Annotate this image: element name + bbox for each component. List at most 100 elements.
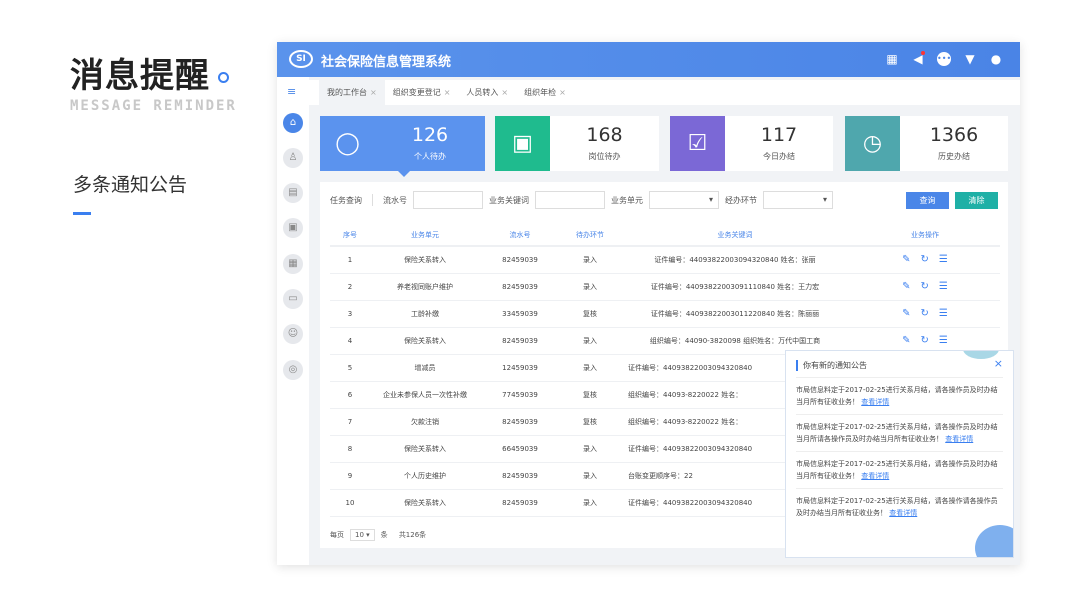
cell: 保险关系转入: [370, 246, 480, 274]
speaker-icon[interactable]: ◀: [911, 51, 925, 66]
refresh-icon[interactable]: ↻: [920, 254, 929, 266]
menu-icon[interactable]: ≡: [287, 85, 297, 98]
person-side-icon[interactable]: ☺: [283, 324, 303, 344]
org-icon[interactable]: ♙: [283, 148, 303, 168]
list-icon[interactable]: ☰: [938, 281, 948, 292]
notice-text: 市局信息料定于2017-02-25进行关系月结，请各操作请各操作员及时办结当月所…: [796, 497, 998, 517]
decoration: [975, 525, 1013, 557]
unit-select[interactable]: ▾: [649, 191, 719, 209]
step-select[interactable]: ▾: [763, 191, 833, 209]
close-icon[interactable]: ×: [501, 88, 509, 97]
app-title: 社会保险信息管理系统: [321, 55, 452, 70]
cell: 82459039: [480, 327, 560, 355]
query-bar: 任务查询 流水号 业务关键词 业务单元 ▾ 经办环节 ▾ 查询 清除: [330, 191, 998, 209]
cell: 保险关系转入: [370, 435, 480, 463]
tab-label: 人员转入: [466, 88, 499, 97]
shirt-icon[interactable]: ▼: [965, 52, 975, 66]
list-icon[interactable]: ☰: [938, 254, 948, 266]
edit-icon[interactable]: ✎: [902, 335, 911, 346]
ops-cell: ✎ ↻ ☰: [850, 327, 1000, 355]
tab-workbench[interactable]: 我的工作台 ×: [319, 80, 385, 105]
total-count: 共126条: [398, 531, 427, 539]
cell: 12459039: [480, 354, 560, 382]
close-icon[interactable]: ×: [993, 357, 1003, 370]
col-header: 流水号: [480, 224, 560, 247]
cell: 8: [330, 435, 370, 463]
tab-org-inspection[interactable]: 组织年检 ×: [516, 80, 574, 105]
clear-button[interactable]: 清除: [955, 191, 998, 209]
list-icon[interactable]: ☰: [938, 308, 948, 319]
close-icon[interactable]: ×: [443, 88, 451, 97]
cell: 证件编号：44093822003094320840 姓名：张丽: [620, 246, 850, 274]
card-value: 1366: [929, 124, 979, 146]
keyword-label: 业务关键词: [489, 195, 529, 205]
card-value: 126: [411, 124, 449, 146]
cell: 4: [330, 327, 370, 355]
cell: 录入: [560, 489, 620, 517]
wallet-icon[interactable]: ▭: [283, 289, 303, 309]
refresh-icon[interactable]: ↻: [920, 308, 929, 319]
edit-icon[interactable]: ✎: [902, 281, 911, 292]
cell: 82459039: [480, 408, 560, 436]
chat-icon[interactable]: •••: [937, 52, 951, 66]
document-icon[interactable]: ▤: [283, 183, 303, 203]
close-icon[interactable]: ×: [559, 88, 566, 97]
edit-icon[interactable]: ✎: [902, 308, 911, 319]
cell: 增减员: [370, 354, 480, 382]
notice-text: 市局信息料定于2017-02-25进行关系月结，请各操作员及时办结当月所有征收业…: [796, 460, 998, 480]
list-icon[interactable]: ☰: [938, 335, 948, 346]
tab-person-transfer[interactable]: 人员转入 ×: [458, 80, 516, 105]
unit-label: 条: [380, 531, 388, 539]
cell: 10: [330, 489, 370, 517]
cell: 企业未参保人员一次性补缴: [370, 381, 480, 409]
cell: 录入: [560, 462, 620, 490]
tab-org-change[interactable]: 组织变更登记 ×: [385, 80, 459, 105]
serial-input[interactable]: [413, 191, 483, 209]
user-icon[interactable]: ●: [990, 52, 1002, 66]
card-today-done[interactable]: ☑ 117 今日办结: [670, 116, 833, 171]
view-details-link[interactable]: 查看详情: [861, 398, 890, 406]
report-icon[interactable]: ▣: [283, 218, 303, 238]
cell: 保险关系转入: [370, 327, 480, 355]
card-history-done[interactable]: ◷ 1366 历史办结: [845, 116, 1008, 171]
refresh-icon[interactable]: ↻: [920, 281, 929, 292]
calendar-icon[interactable]: ▦: [886, 52, 898, 66]
cell: 录入: [560, 273, 620, 301]
per-page-label: 每页: [330, 531, 344, 539]
table-row: 1 保险关系转入 82459039 录入 证件编号：440938220030943208…: [330, 246, 1000, 274]
tab-bar: 我的工作台 × 组织变更登记 × 人员转入 × 组织年检 ×: [309, 80, 1020, 105]
edit-icon[interactable]: ✎: [902, 254, 911, 266]
refresh-icon[interactable]: ↻: [920, 335, 929, 346]
card-post-todo[interactable]: ▣ 168 岗位待办: [495, 116, 659, 171]
cell: 保险关系转入: [370, 489, 480, 517]
home-icon[interactable]: ⌂: [283, 113, 303, 133]
card-label: 今日办结: [763, 152, 795, 161]
ops-cell: ✎ ↻ ☰: [850, 246, 1000, 274]
keyword-input[interactable]: [535, 191, 605, 209]
card-personal-todo[interactable]: ◯ 126 个人待办: [320, 116, 485, 177]
notice-item: 市局信息料定于2017-02-25进行关系月结，请各操作请各操作员及时办结当月所…: [796, 488, 1003, 525]
cell: 82459039: [480, 462, 560, 490]
settings-icon[interactable]: ◎: [283, 360, 303, 380]
cell: 82459039: [480, 246, 560, 274]
calendar-side-icon[interactable]: ▦: [283, 254, 303, 274]
unit-label: 业务单元: [611, 195, 643, 205]
view-details-link[interactable]: 查看详情: [861, 472, 890, 480]
slide-subtitle: MESSAGE REMINDER: [70, 98, 237, 114]
cell: 3: [330, 300, 370, 328]
feature-label: 多条通知公告: [73, 174, 188, 196]
view-details-link[interactable]: 查看详情: [945, 435, 974, 443]
page-size-select[interactable]: 10 ▾: [350, 529, 375, 541]
tab-label: 我的工作台: [327, 88, 367, 97]
view-details-link[interactable]: 查看详情: [889, 509, 918, 517]
step-label: 经办环节: [725, 195, 757, 205]
search-button[interactable]: 查询: [906, 191, 949, 209]
card-label: 个人待办: [414, 152, 446, 161]
close-icon[interactable]: ×: [370, 88, 377, 97]
notice-text: 市局信息料定于2017-02-25进行关系月结，请各操作员及时办结当月所请各操作…: [796, 423, 998, 443]
serial-label: 流水号: [383, 195, 407, 205]
notice-item: 市局信息料定于2017-02-25进行关系月结，请各操作员及时办结当月所有征收业…: [796, 377, 1003, 414]
pagination: 每页 10 ▾ 条 共126条: [330, 529, 426, 541]
col-header: 待办环节: [560, 224, 620, 247]
slide-title: 消息提醒: [70, 56, 210, 96]
